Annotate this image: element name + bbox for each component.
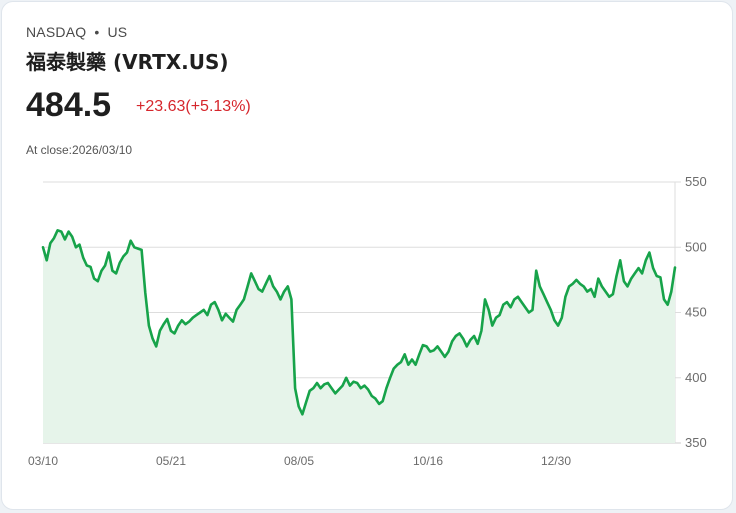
y-tick-label: 450	[685, 305, 707, 320]
current-price: 484.5	[26, 86, 112, 124]
x-tick-label: 03/10	[28, 454, 58, 468]
market-name: US	[107, 24, 128, 40]
price-change: +23.63(+5.13%)	[136, 98, 251, 115]
y-tick-label: 400	[685, 370, 707, 385]
y-tick-label: 350	[685, 435, 707, 450]
chart-price-line	[41, 229, 677, 416]
x-tick-label: 10/16	[413, 454, 443, 468]
exchange-name: NASDAQ	[26, 24, 87, 40]
separator-dot: •	[94, 24, 100, 40]
x-tick-label: 05/21	[156, 454, 186, 468]
stock-title: 福泰製藥 (VRTX.US)	[26, 50, 229, 74]
at-close-date: At close:2026/03/10	[26, 143, 133, 157]
x-tick-label: 12/30	[541, 454, 571, 468]
y-axis: 550 500 450 400 350	[685, 174, 707, 450]
chart-area-fill	[43, 230, 675, 443]
x-tick-label: 08/05	[284, 454, 314, 468]
exchange-line: NASDAQ • US	[26, 24, 127, 40]
y-tick-label: 500	[685, 239, 707, 254]
y-tick-label: 550	[685, 174, 707, 189]
x-axis: 03/10 05/21 08/05 10/16 12/30	[28, 454, 571, 468]
